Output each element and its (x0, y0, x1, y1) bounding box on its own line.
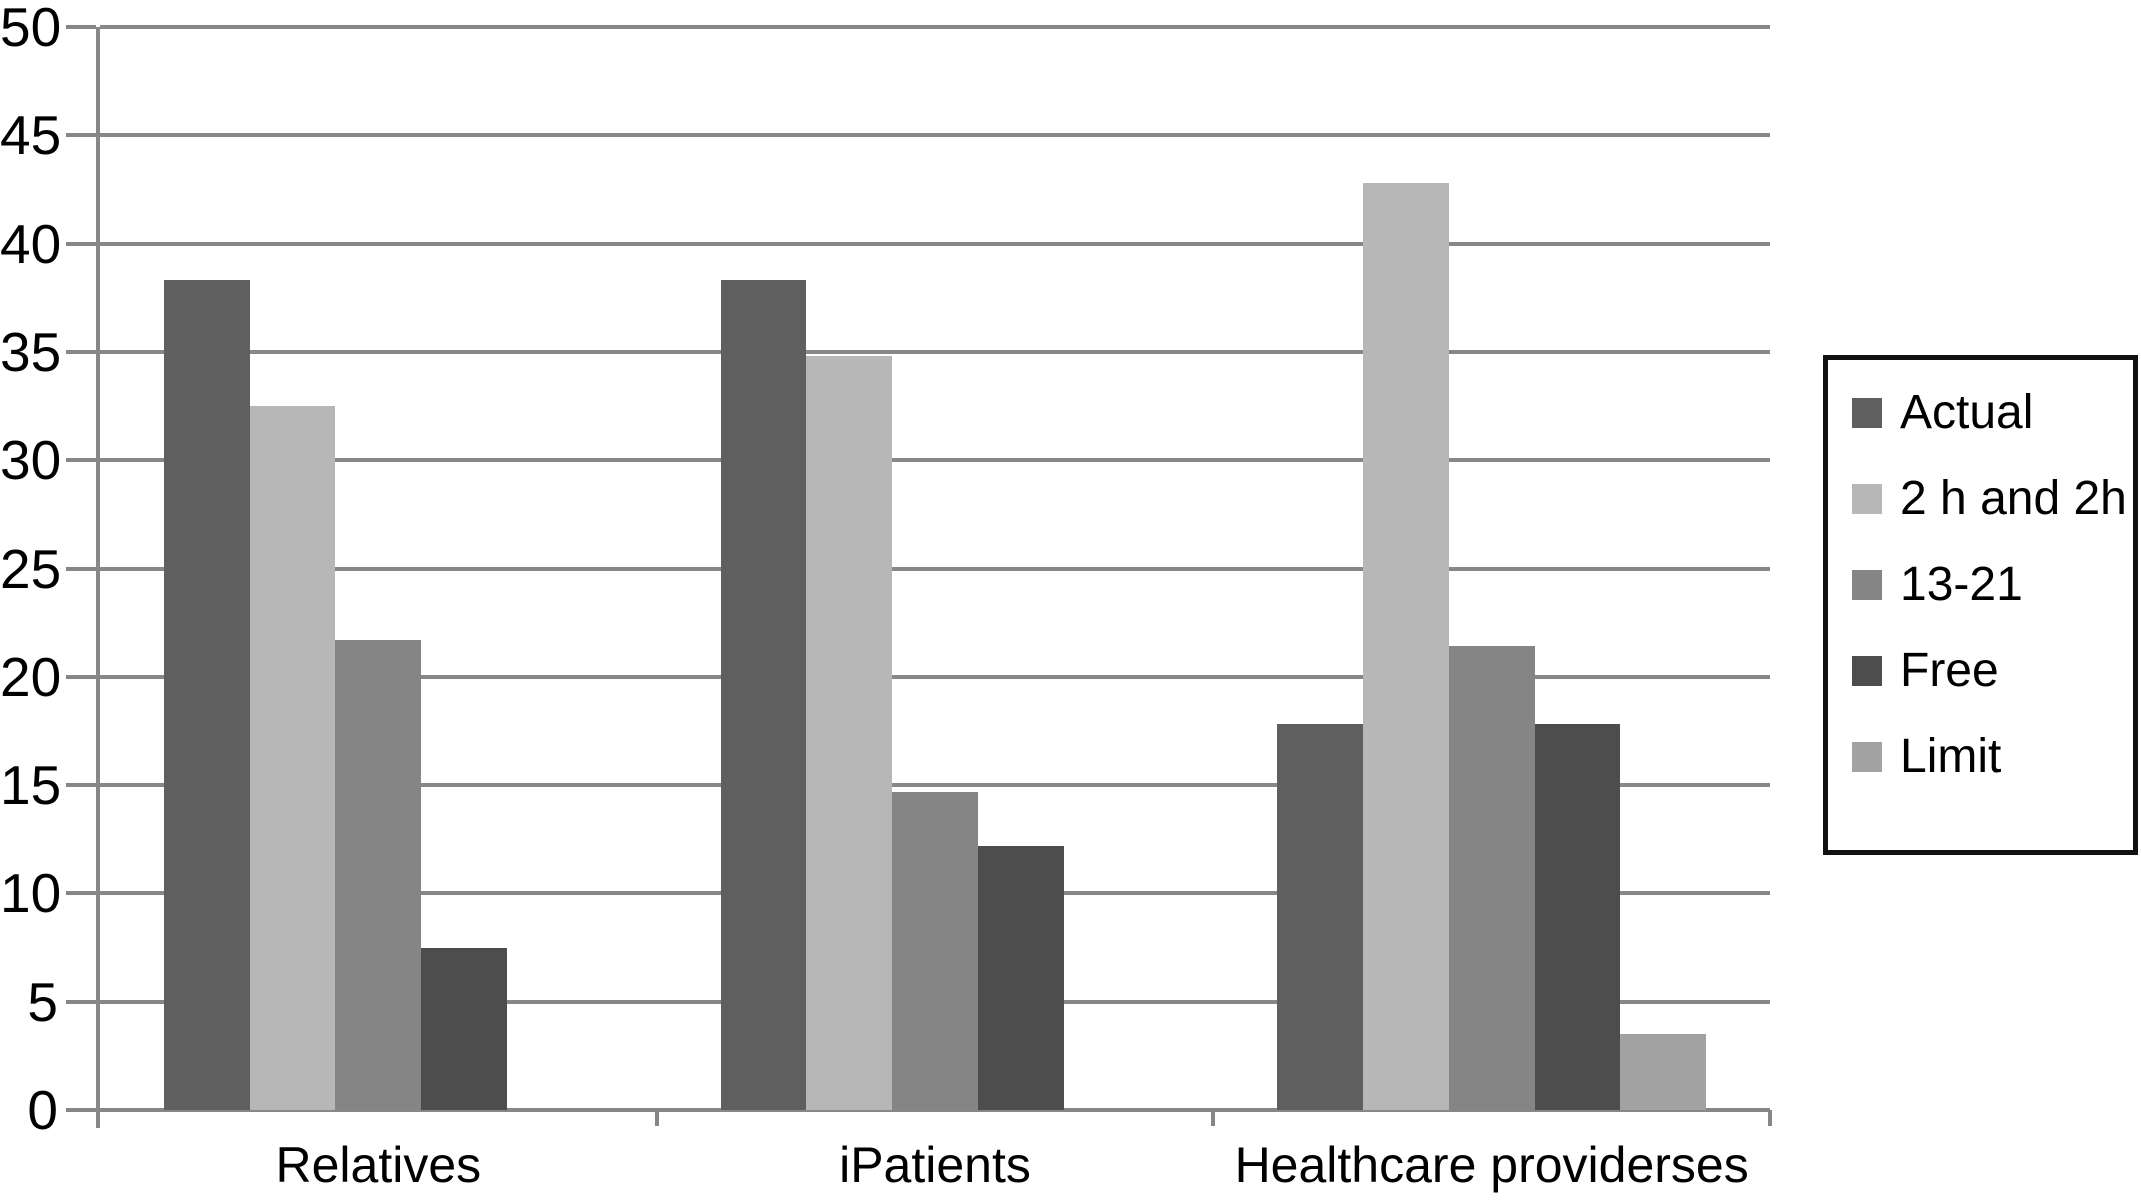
gridline (100, 241, 1770, 246)
bar-2-h-and-2h (249, 406, 336, 1110)
x-category-label: Healthcare providerses (1234, 1137, 1749, 1193)
gridline (100, 133, 1770, 138)
legend-swatch-icon (1852, 398, 1882, 428)
legend-item-label: 2 h and 2h (1900, 472, 2127, 525)
bar-13-21 (1448, 646, 1535, 1110)
y-tick-label: 50 (0, 0, 62, 58)
legend-item: Free (1828, 628, 2133, 714)
legend-item-label: 13-21 (1900, 558, 2023, 611)
legend-swatch-icon (1852, 570, 1882, 600)
y-axis-tick (66, 783, 96, 788)
bar-actual (720, 280, 807, 1110)
y-axis-tick (66, 999, 96, 1004)
gridline (100, 566, 1770, 571)
legend-item: 13-21 (1828, 542, 2133, 628)
gridline (100, 349, 1770, 354)
legend-item-label: Free (1900, 644, 1999, 697)
gridline (100, 458, 1770, 463)
y-axis-tick (66, 133, 96, 138)
x-axis-tick (1211, 1110, 1216, 1126)
y-tick-label: 0 (27, 1079, 58, 1141)
legend-item: Limit (1828, 714, 2133, 800)
y-axis-tick (66, 458, 96, 463)
x-category-label: iPatients (839, 1137, 1031, 1193)
bar-free (977, 845, 1064, 1110)
y-axis-tick (66, 674, 96, 679)
y-tick-label: 30 (0, 429, 62, 492)
y-tick-label: 5 (27, 970, 58, 1033)
bar-13-21 (892, 791, 978, 1110)
y-axis-tick (66, 241, 96, 246)
bar-actual (1277, 724, 1364, 1110)
bar-limit (1620, 1034, 1706, 1110)
y-tick-label: 35 (0, 320, 62, 383)
bar-actual (164, 280, 250, 1110)
x-category-label: Relatives (275, 1137, 482, 1193)
bar-13-21 (335, 639, 422, 1110)
legend-item: Actual (1828, 370, 2133, 456)
y-axis-tick (66, 891, 96, 896)
legend-item-label: Limit (1900, 730, 2002, 783)
y-axis-tick (66, 349, 96, 354)
bar-2-h-and-2h (1363, 182, 1449, 1110)
y-tick-label: 45 (0, 104, 62, 167)
y-axis-tick (66, 566, 96, 571)
gridline (100, 25, 1770, 29)
x-axis-tick (1768, 1110, 1772, 1126)
legend-item: 2 h and 2h (1828, 456, 2133, 542)
bar-2-h-and-2h (806, 356, 893, 1110)
legend-item-label: Actual (1900, 386, 2034, 439)
y-axis-tick (66, 25, 96, 29)
y-axis-line (96, 27, 100, 1128)
y-tick-label: 10 (0, 862, 62, 925)
y-tick-label: 15 (0, 754, 62, 817)
y-tick-label: 20 (0, 645, 62, 708)
y-axis-tick (66, 1108, 96, 1112)
legend-swatch-icon (1852, 484, 1882, 514)
plot-area (66, 25, 1772, 1128)
bar-free (421, 947, 507, 1110)
legend: Actual 2 h and 2h 13-21 Free Limit (1823, 355, 2138, 855)
legend-swatch-icon (1852, 656, 1882, 686)
y-tick-label: 40 (0, 212, 62, 275)
y-tick-label: 25 (0, 537, 62, 600)
legend-swatch-icon (1852, 742, 1882, 772)
x-axis-tick (654, 1110, 659, 1126)
bar-free (1534, 724, 1621, 1110)
